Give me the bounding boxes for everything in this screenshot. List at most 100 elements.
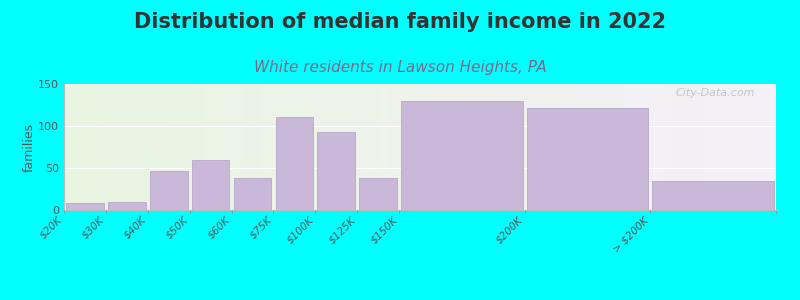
- Bar: [520, 84, 523, 210]
- Bar: [481, 84, 484, 210]
- Bar: [498, 84, 502, 210]
- Bar: [719, 84, 722, 210]
- Bar: [160, 84, 164, 210]
- Bar: [249, 84, 253, 210]
- Bar: [318, 132, 355, 210]
- Bar: [658, 84, 662, 210]
- Bar: [566, 84, 570, 210]
- Bar: [406, 84, 410, 210]
- Bar: [715, 84, 719, 210]
- Bar: [178, 84, 182, 210]
- Bar: [89, 84, 93, 210]
- Bar: [488, 84, 491, 210]
- Bar: [427, 84, 430, 210]
- Text: Distribution of median family income in 2022: Distribution of median family income in …: [134, 12, 666, 32]
- Bar: [82, 84, 86, 210]
- Bar: [484, 84, 488, 210]
- Bar: [363, 84, 366, 210]
- Bar: [292, 84, 295, 210]
- Bar: [570, 84, 573, 210]
- Bar: [526, 107, 648, 210]
- Bar: [648, 84, 651, 210]
- Bar: [231, 84, 235, 210]
- Bar: [352, 84, 356, 210]
- Bar: [494, 84, 498, 210]
- Bar: [359, 84, 363, 210]
- Bar: [275, 117, 314, 210]
- Bar: [153, 84, 157, 210]
- Bar: [359, 178, 397, 210]
- Text: City-Data.com: City-Data.com: [675, 88, 754, 98]
- Bar: [398, 84, 402, 210]
- Y-axis label: families: families: [22, 122, 35, 172]
- Bar: [242, 84, 246, 210]
- Bar: [690, 84, 694, 210]
- Bar: [534, 84, 538, 210]
- Bar: [288, 84, 292, 210]
- Bar: [766, 84, 769, 210]
- Bar: [594, 84, 598, 210]
- Bar: [192, 160, 230, 210]
- Bar: [110, 84, 114, 210]
- Bar: [651, 84, 655, 210]
- Bar: [730, 84, 734, 210]
- Bar: [167, 84, 171, 210]
- Bar: [708, 84, 712, 210]
- Bar: [641, 84, 644, 210]
- Bar: [434, 84, 438, 210]
- Bar: [260, 84, 263, 210]
- Bar: [171, 84, 174, 210]
- Bar: [530, 84, 534, 210]
- Bar: [555, 84, 559, 210]
- Bar: [121, 84, 125, 210]
- Bar: [612, 84, 616, 210]
- Bar: [773, 84, 776, 210]
- Bar: [138, 84, 142, 210]
- Bar: [712, 84, 715, 210]
- Bar: [285, 84, 288, 210]
- Bar: [769, 84, 773, 210]
- Bar: [449, 84, 452, 210]
- Bar: [142, 84, 146, 210]
- Bar: [302, 84, 306, 210]
- Bar: [388, 84, 391, 210]
- Bar: [523, 84, 527, 210]
- Bar: [587, 84, 591, 210]
- Bar: [734, 84, 737, 210]
- Bar: [751, 84, 754, 210]
- Bar: [238, 84, 242, 210]
- Bar: [722, 84, 726, 210]
- Bar: [196, 84, 199, 210]
- Bar: [182, 84, 185, 210]
- Bar: [584, 84, 587, 210]
- Bar: [366, 84, 370, 210]
- Bar: [662, 84, 666, 210]
- Bar: [256, 84, 260, 210]
- Bar: [526, 84, 530, 210]
- Bar: [420, 84, 423, 210]
- Bar: [513, 84, 516, 210]
- Bar: [438, 84, 442, 210]
- Bar: [541, 84, 545, 210]
- Bar: [67, 84, 71, 210]
- Bar: [93, 84, 96, 210]
- Bar: [598, 84, 602, 210]
- Bar: [278, 84, 281, 210]
- Bar: [310, 84, 314, 210]
- Bar: [253, 84, 256, 210]
- Bar: [135, 84, 138, 210]
- Bar: [605, 84, 609, 210]
- Bar: [430, 84, 434, 210]
- Bar: [509, 84, 513, 210]
- Bar: [374, 84, 378, 210]
- Bar: [445, 84, 449, 210]
- Bar: [401, 101, 522, 210]
- Bar: [413, 84, 417, 210]
- Bar: [324, 84, 327, 210]
- Bar: [334, 84, 338, 210]
- Bar: [210, 84, 214, 210]
- Bar: [192, 84, 196, 210]
- Bar: [637, 84, 641, 210]
- Bar: [562, 84, 566, 210]
- Bar: [118, 84, 121, 210]
